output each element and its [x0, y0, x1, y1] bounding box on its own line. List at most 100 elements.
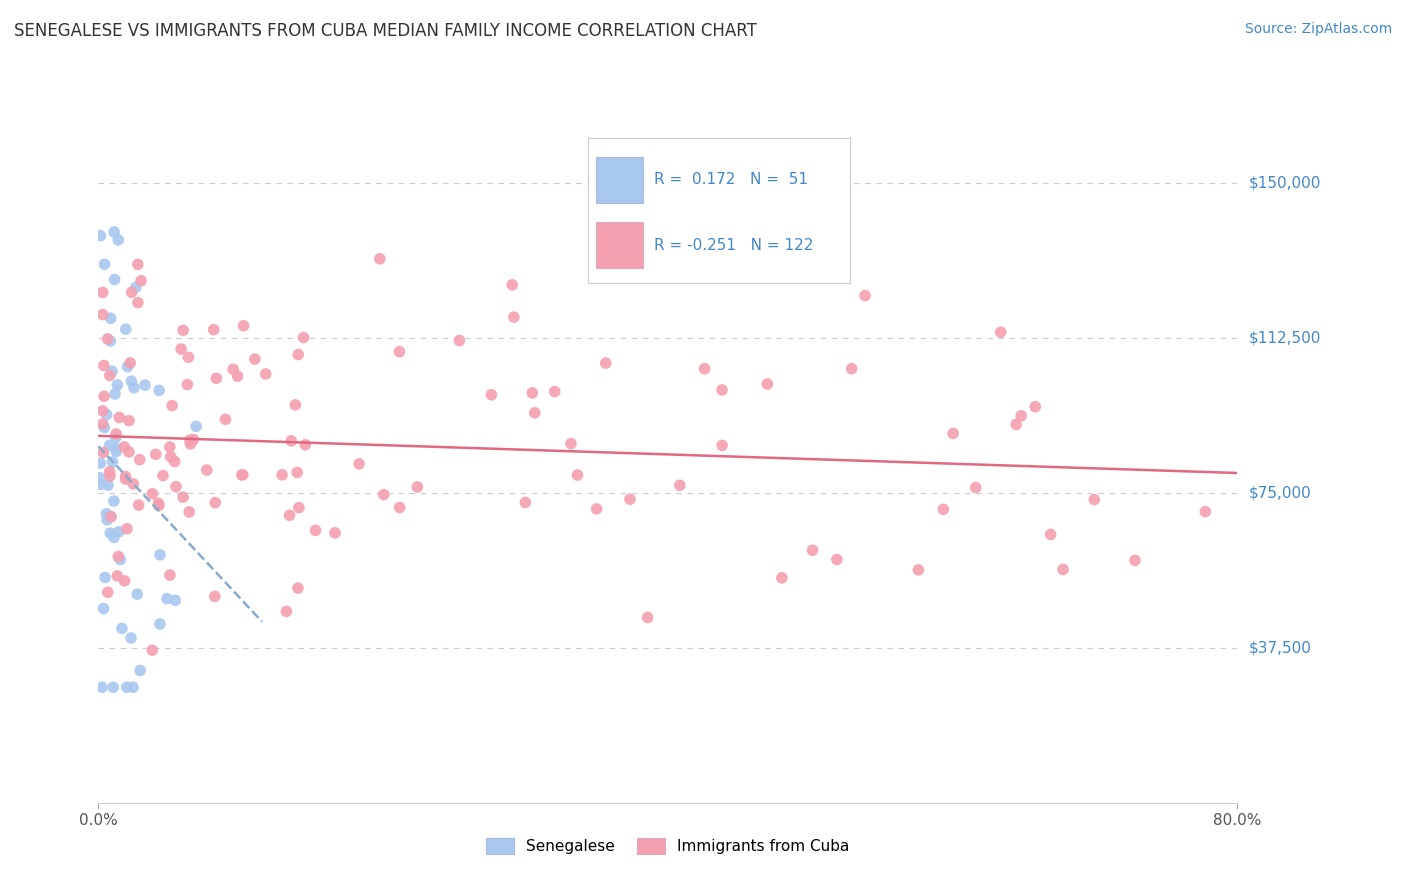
- Point: [98, 509, 121, 524]
- Point: [128, 498, 150, 512]
- Point: [149, 548, 172, 562]
- Text: $112,500: $112,500: [1249, 331, 1320, 346]
- Point: [148, 499, 170, 513]
- Point: [93, 389, 115, 403]
- Point: [152, 468, 174, 483]
- Point: [907, 563, 929, 577]
- Point: [156, 591, 179, 606]
- Point: [93, 420, 115, 434]
- Point: [942, 426, 965, 441]
- Point: [114, 469, 136, 483]
- Point: [388, 500, 411, 515]
- Point: [276, 604, 298, 618]
- Point: [523, 406, 546, 420]
- Point: [544, 384, 567, 399]
- Point: [287, 347, 309, 361]
- Point: [179, 505, 201, 519]
- Point: [711, 383, 734, 397]
- Point: [292, 330, 315, 344]
- Point: [294, 438, 316, 452]
- Point: [756, 376, 779, 391]
- Point: [243, 352, 266, 367]
- Point: [127, 295, 149, 310]
- Point: [148, 496, 170, 510]
- Point: [120, 356, 142, 370]
- Text: Source: ZipAtlas.com: Source: ZipAtlas.com: [1244, 22, 1392, 37]
- Point: [91, 308, 114, 322]
- Point: [232, 318, 254, 333]
- Point: [170, 342, 193, 356]
- Point: [108, 552, 131, 566]
- Point: [89, 228, 111, 243]
- Point: [226, 369, 249, 384]
- Point: [1010, 409, 1032, 423]
- Point: [91, 680, 114, 694]
- Point: [94, 570, 117, 584]
- Point: [585, 502, 607, 516]
- Point: [179, 437, 201, 451]
- Point: [711, 438, 734, 452]
- Point: [825, 552, 848, 566]
- Point: [127, 587, 149, 601]
- Point: [105, 444, 128, 458]
- Legend: Senegalese, Immigrants from Cuba: Senegalese, Immigrants from Cuba: [479, 832, 856, 860]
- Point: [118, 414, 141, 428]
- Point: [177, 350, 200, 364]
- Point: [288, 500, 311, 515]
- Point: [145, 447, 167, 461]
- Point: [125, 280, 148, 294]
- Point: [122, 381, 145, 395]
- Point: [101, 364, 124, 378]
- Point: [129, 274, 152, 288]
- Point: [841, 361, 863, 376]
- Point: [285, 466, 308, 480]
- Point: [1039, 527, 1062, 541]
- Point: [98, 438, 121, 452]
- Point: [388, 344, 411, 359]
- Point: [149, 617, 172, 632]
- Point: [114, 472, 136, 486]
- Point: [373, 487, 395, 501]
- Point: [595, 356, 617, 370]
- Point: [231, 467, 253, 482]
- Point: [165, 593, 187, 607]
- Text: $37,500: $37,500: [1249, 640, 1312, 656]
- Point: [91, 445, 114, 459]
- Text: $150,000: $150,000: [1249, 176, 1320, 191]
- Point: [141, 486, 163, 500]
- Point: [619, 492, 641, 507]
- Point: [89, 477, 111, 491]
- Point: [232, 467, 254, 482]
- Point: [368, 252, 391, 266]
- Point: [134, 378, 156, 392]
- Point: [96, 513, 118, 527]
- Point: [103, 680, 125, 694]
- Point: [179, 433, 201, 447]
- Point: [97, 332, 120, 346]
- Point: [159, 568, 181, 582]
- Text: $75,000: $75,000: [1249, 485, 1312, 500]
- Point: [97, 585, 120, 599]
- Point: [637, 610, 659, 624]
- Point: [163, 454, 186, 468]
- Point: [172, 323, 194, 337]
- Point: [111, 622, 134, 636]
- Point: [165, 480, 187, 494]
- Point: [406, 480, 429, 494]
- Point: [114, 574, 136, 588]
- Point: [100, 509, 122, 524]
- Point: [770, 571, 793, 585]
- Point: [128, 452, 150, 467]
- Point: [121, 285, 143, 300]
- Point: [141, 643, 163, 657]
- Point: [118, 445, 141, 459]
- Point: [449, 334, 471, 348]
- Point: [91, 417, 114, 431]
- Point: [801, 543, 824, 558]
- Point: [693, 361, 716, 376]
- Point: [93, 601, 115, 615]
- Point: [101, 455, 124, 469]
- Point: [502, 310, 524, 325]
- Point: [96, 408, 118, 422]
- Point: [522, 385, 544, 400]
